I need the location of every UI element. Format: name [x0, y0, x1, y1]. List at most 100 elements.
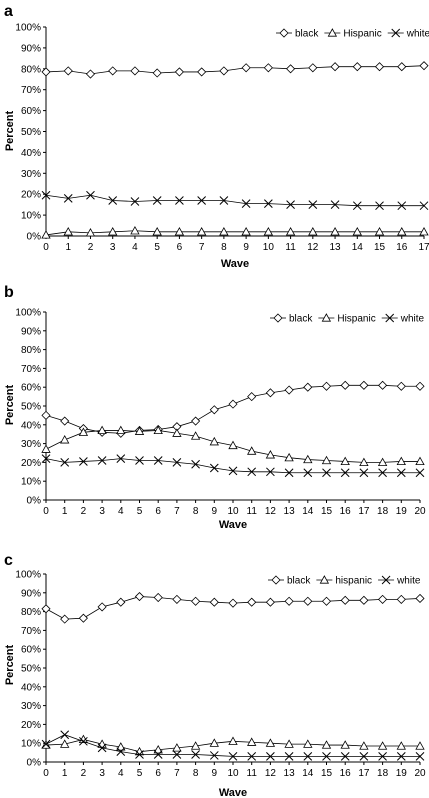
point-c-hispanic-14	[303, 739, 313, 748]
chart-panel-c: 0%10%20%30%40%50%60%70%80%90%100%0 1 2 3 4 5 6…	[15, 570, 426, 780]
y-tick-label-a-9: 90%	[21, 43, 41, 54]
point-c-black-2	[78, 613, 88, 623]
x-tick-label-c-9: 9	[212, 768, 218, 779]
point-c-black-18	[378, 594, 388, 604]
point-a-white-12-stroke-2	[308, 200, 318, 210]
point-b-hispanic-10	[228, 440, 238, 450]
point-b-white-20	[415, 468, 425, 478]
legend-label-c-white: white	[396, 576, 421, 587]
point-c-black-7	[172, 594, 182, 604]
x-tick-label-b-4: 4	[118, 506, 124, 517]
point-c-white-10-stroke-2	[228, 752, 238, 761]
point-b-hispanic-18	[377, 457, 388, 467]
point-c-white-15	[322, 752, 331, 761]
x-tick-label-b-17: 17	[358, 506, 370, 517]
legend-label-a-hispanic: Hispanic	[343, 29, 381, 40]
y-tick-label-c-0: 0%	[27, 758, 42, 769]
y-axis-title-b: Percent	[4, 384, 16, 425]
point-c-white-19	[396, 752, 406, 761]
x-tick-label-c-11: 11	[247, 768, 258, 779]
x-tick-label-c-5: 5	[137, 768, 143, 779]
point-a-white-8	[219, 196, 229, 205]
point-a-black-2	[85, 69, 96, 79]
point-b-white-13-stroke-2	[284, 468, 294, 478]
x-tick-label-c-19: 19	[396, 768, 408, 779]
legend-label-a-white: white	[406, 29, 429, 40]
x-tick-label-a-12: 12	[307, 242, 319, 253]
y-tick-label-a-8: 80%	[21, 64, 41, 75]
x-tick-label-b-0: 0	[43, 506, 49, 517]
point-a-white-17	[419, 201, 429, 211]
point-a-white-11	[286, 200, 295, 210]
point-b-white-7	[172, 458, 182, 467]
x-tick-label-b-10: 10	[227, 506, 239, 517]
point-c-hispanic-16	[340, 740, 350, 749]
legend-label-b-hispanic: Hispanic	[337, 314, 375, 325]
point-b-hispanic-13	[284, 452, 294, 462]
y-tick-label-b-1: 10%	[21, 477, 41, 488]
x-tick-label-b-13: 13	[284, 506, 296, 517]
legend-b: black Hispanic white	[270, 313, 425, 325]
point-a-white-0-stroke-2	[41, 190, 51, 200]
point-b-hispanic-2	[78, 427, 89, 436]
point-c-white-9-stroke-2	[209, 751, 219, 760]
x-axis-title-c: Wave	[219, 787, 247, 798]
point-a-white-5-stroke-2	[152, 196, 162, 205]
point-a-hispanic-8	[219, 226, 229, 236]
point-c-black-13	[284, 596, 294, 606]
x-tick-label-c-2: 2	[81, 768, 87, 779]
point-a-white-9	[241, 199, 251, 208]
legend-label-b-white: white	[400, 314, 425, 325]
point-b-black-19	[396, 381, 406, 391]
x-tick-label-b-6: 6	[155, 506, 161, 517]
point-b-hispanic-4	[116, 425, 126, 435]
x-tick-label-a-3: 3	[110, 242, 116, 253]
point-a-hispanic-6	[174, 226, 185, 236]
point-a-black-3	[108, 66, 118, 76]
point-a-hispanic-7	[196, 226, 207, 236]
point-b-white-20-stroke-2	[415, 468, 425, 478]
point-b-hispanic-16	[340, 456, 350, 466]
point-c-white-7-stroke-2	[172, 750, 182, 759]
point-b-white-15-stroke-2	[322, 468, 331, 478]
y-axis-title-a: Percent	[4, 110, 16, 151]
point-a-white-1	[63, 194, 73, 203]
point-c-white-18-stroke-2	[378, 752, 387, 761]
point-a-hispanic-1	[63, 226, 73, 236]
point-a-hispanic-11	[285, 226, 296, 236]
point-b-hispanic-1	[60, 435, 70, 444]
series-line-a-black	[45, 65, 425, 75]
point-a-hispanic-10	[263, 226, 274, 236]
y-tick-label-b-9: 90%	[21, 326, 41, 337]
x-tick-label-c-6: 6	[155, 768, 161, 779]
y-tick-label-a-7: 70%	[21, 85, 41, 96]
point-a-white-13-stroke-2	[330, 200, 340, 210]
point-c-white-17-stroke-2	[359, 752, 369, 761]
point-c-white-4-stroke-2	[116, 747, 126, 757]
x-tick-label-c-4: 4	[118, 768, 124, 779]
y-tick-label-b-8: 80%	[21, 345, 41, 356]
point-b-hispanic-8	[190, 431, 201, 440]
point-a-hispanic-0	[41, 230, 51, 239]
point-b-black-15	[321, 381, 332, 391]
legend-label-c-black: black	[287, 576, 311, 587]
point-c-white-16	[340, 752, 350, 761]
legend-marker-c-hispanic	[319, 575, 330, 584]
point-c-white-1	[60, 730, 70, 740]
point-c-hispanic-11	[247, 737, 257, 746]
point-a-black-1	[63, 66, 73, 76]
point-c-white-15-stroke-2	[322, 752, 331, 761]
point-b-white-1-stroke-2	[60, 458, 70, 467]
point-b-white-0	[41, 454, 51, 463]
series-a-hispanic	[41, 225, 429, 239]
point-c-hispanic-4	[116, 742, 126, 751]
point-b-white-16	[340, 468, 350, 478]
point-c-white-12-stroke-2	[266, 752, 275, 761]
point-b-hispanic-14	[303, 454, 313, 464]
point-a-hispanic-3	[108, 226, 118, 236]
y-tick-label-a-0: 0%	[27, 232, 42, 243]
x-tick-label-b-12: 12	[265, 506, 277, 517]
panel-label-c: c	[4, 552, 13, 569]
y-tick-label-b-7: 70%	[21, 364, 41, 375]
legend-marker-a-black	[279, 28, 289, 38]
